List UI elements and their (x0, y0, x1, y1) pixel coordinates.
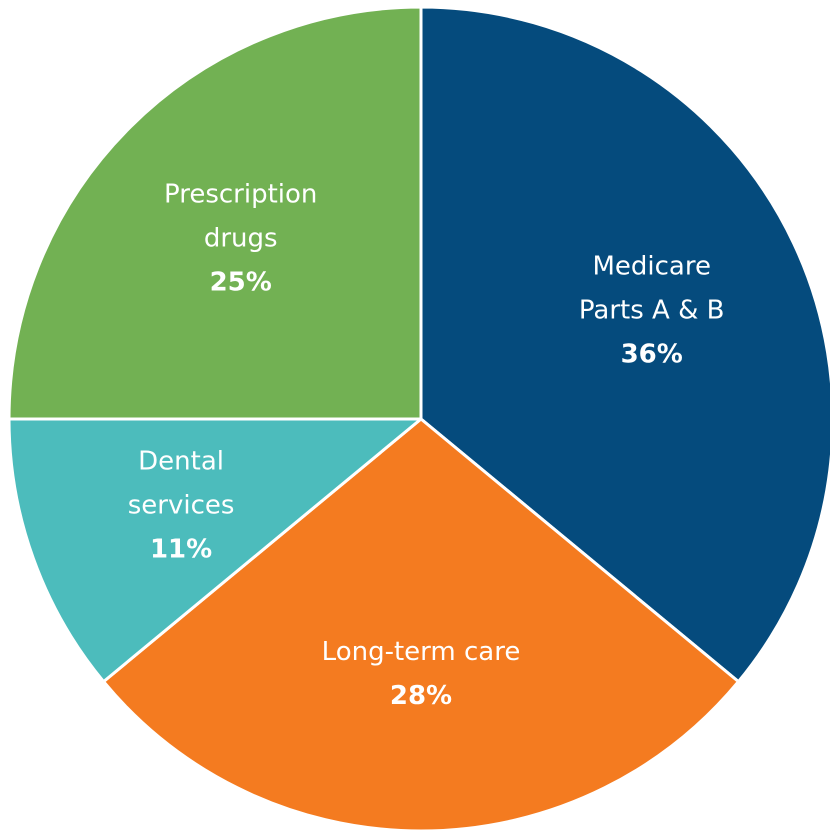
pie-slice (102, 417, 740, 830)
slice-value: 36% (621, 339, 683, 369)
pie-slice (7, 5, 423, 421)
slice-value: 28% (390, 681, 452, 711)
pie-slice (7, 417, 423, 684)
pie-slices (7, 5, 830, 830)
slice-label-text: drugs (204, 223, 278, 253)
slice-label: Prescription drugs 25% (164, 179, 317, 297)
pie-slice (419, 5, 830, 684)
slice-label-text: Long-term care (322, 637, 521, 667)
slice-label-text: services (128, 490, 235, 520)
slice-value: 11% (150, 534, 212, 564)
slice-label-text: Dental (138, 446, 224, 476)
slice-value: 25% (210, 267, 272, 297)
slice-label: Medicare Parts A & B 36% (579, 251, 725, 369)
pie-labels: Medicare Parts A & B 36% Long-term care 28% D… (128, 179, 725, 710)
slice-label-text: Medicare (592, 251, 711, 281)
slice-label: Long-term care 28% (322, 637, 521, 711)
slice-label-text: Parts A & B (579, 295, 725, 325)
slice-label-text: Prescription (164, 179, 317, 209)
slice-label: Dental services 11% (128, 446, 235, 564)
